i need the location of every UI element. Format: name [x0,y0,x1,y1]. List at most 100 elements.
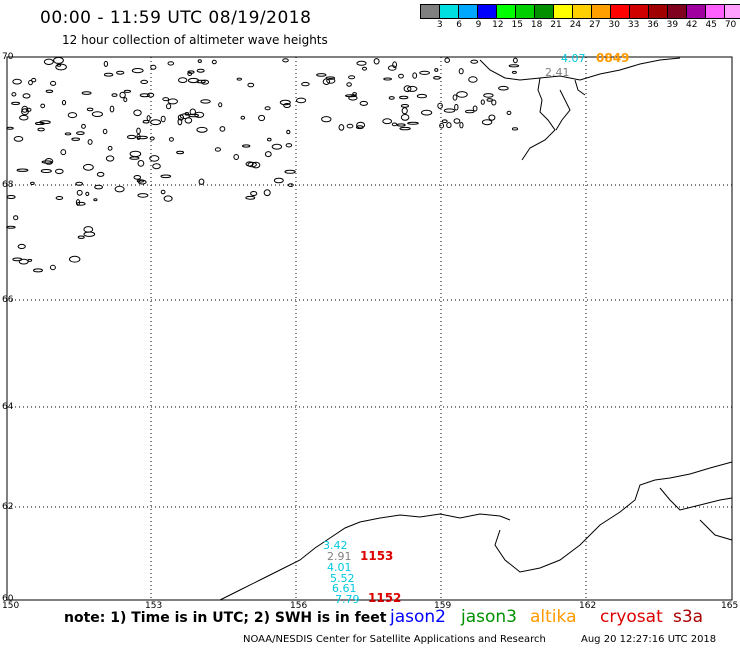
lake-outline [196,68,205,73]
lake-outline [160,189,166,195]
lake-outline [116,70,125,75]
lat-label-70: 70 [2,52,14,62]
lake-outline [396,123,406,127]
lake-outline [356,60,367,66]
lake-outline [454,103,459,111]
lake-outline [137,193,149,198]
lake-outline [271,143,283,150]
lake-outline [296,97,307,104]
lake-outline [21,108,29,116]
lake-outline [326,77,336,84]
lake-outline [247,161,257,168]
lake-outline [111,93,118,97]
lake-outline [452,94,458,101]
lake-outline [399,95,409,100]
lake-outline [285,143,293,148]
lake-outline [468,76,478,83]
lake-outline [433,76,441,80]
lake-outline [245,195,256,200]
lake-outline [250,191,258,196]
color-swatch [706,5,725,18]
lake-outline [211,59,217,65]
color-scale-label: 27 [589,20,601,30]
lake-outline [399,126,411,131]
lake-outline [11,92,17,97]
lake-outline [21,105,29,113]
color-swatch [573,5,592,18]
lake-outline [511,70,517,74]
lake-outline [472,105,478,112]
color-scale-label: 9 [475,20,482,30]
satellite-legend-cryosat: cryosat [600,607,663,627]
lake-outline [346,82,352,87]
lake-outline [187,71,193,77]
map-title: 00:00 - 11:59 UTC 08/19/2018 [40,8,312,28]
lake-outline [356,121,366,129]
lake-outline [453,118,461,124]
lake-outline [19,114,29,121]
color-scale-label: 30 [608,20,620,30]
lake-outline [76,201,86,206]
lake-outline [441,119,448,123]
lake-outline [105,155,115,162]
lake-outline [287,183,294,188]
lake-outline [348,75,356,80]
lake-outline [109,105,115,113]
lake-outline [407,121,419,125]
lakes-north [6,56,520,273]
credit-line: NOAA/NESDIS Center for Satellite Applica… [243,634,546,645]
lake-outline [136,179,145,183]
lake-outline [168,137,174,142]
lake-outline [41,160,53,164]
lake-outline [197,59,202,63]
lake-outline [163,195,173,202]
lake-outline [283,103,291,108]
lake-outline [387,65,397,71]
lake-outline [18,258,29,265]
lake-outline [107,145,113,151]
lake-outline [264,106,271,111]
color-swatch [649,5,668,18]
lake-outline [55,63,67,71]
lon-label-150: 150 [2,601,20,611]
latitude-gridlines [7,56,732,508]
lake-outline [177,118,183,126]
lon-label-153: 153 [145,601,163,611]
lake-outline [91,111,104,117]
lake-outline [22,93,31,99]
lake-outline [412,72,418,79]
lake-outline [12,78,22,85]
lake-outline [188,113,200,118]
lake-outline [60,149,67,156]
lake-outline [196,126,208,133]
lon-label-162: 162 [579,601,597,611]
lake-outline [166,103,172,110]
satellite-legend-jason3: jason3 [461,607,517,627]
swh-value: 4.07 [561,52,586,65]
color-swatch [478,5,497,18]
lake-outline [149,155,160,162]
lake-outline [251,161,261,169]
lake-outline [470,59,479,64]
color-scale-label: 6 [456,20,462,30]
lake-outline [242,144,251,148]
lake-outline [219,126,226,132]
lake-outline [30,181,35,185]
swh-value: 7.79 [335,593,360,606]
footer-note: note: 1) Time is in UTC; 2) SWH is in fe… [64,610,387,626]
color-swatch [592,5,611,18]
lake-outline [282,58,289,63]
lake-outline [136,127,141,135]
lake-outline [465,109,475,114]
lake-outline [184,117,193,124]
lake-outline [407,85,418,92]
color-scale-swatches [420,4,740,19]
lake-outline [11,101,21,106]
lake-outline [439,122,445,129]
lake-outline [200,99,211,104]
lake-outline [77,235,85,239]
lake-outline [508,64,520,68]
lake-outline [64,132,72,136]
lake-outline [359,100,368,106]
lon-label-156: 156 [290,601,308,611]
